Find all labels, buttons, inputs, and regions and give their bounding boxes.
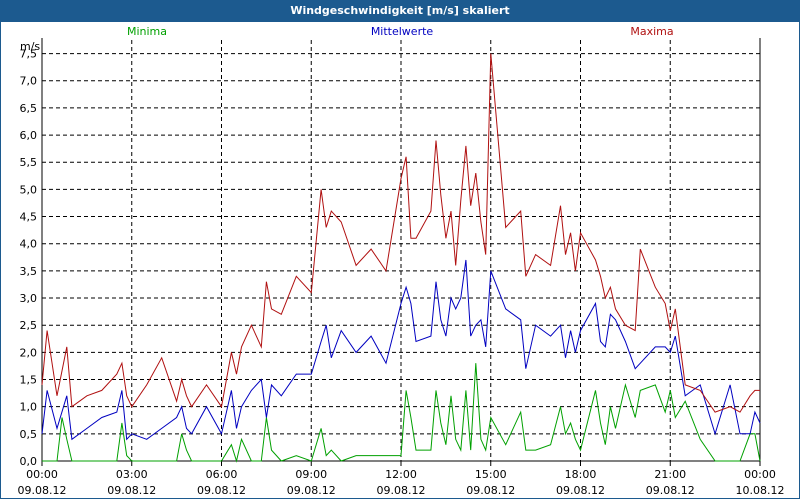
- y-tick-label: 1,0: [20, 401, 38, 414]
- y-tick-label: 3,0: [20, 292, 38, 305]
- x-tick-time: 06:00: [206, 468, 238, 481]
- x-tick-date: 09.08.12: [556, 484, 605, 497]
- y-axis-label: m/s: [20, 40, 40, 53]
- y-tick-label: 3,5: [20, 265, 38, 278]
- x-tick-date: 09.08.12: [466, 484, 515, 497]
- x-tick-date: 09.08.12: [107, 484, 156, 497]
- chart-title: Windgeschwindigkeit [m/s] skaliert: [0, 0, 800, 22]
- y-tick-label: 4,5: [20, 211, 38, 224]
- series-line-mittelwerte: [41, 259, 761, 441]
- x-tick-date: 09.08.12: [197, 484, 246, 497]
- y-tick-label: 0,5: [20, 428, 38, 441]
- y-tick-label: 7,0: [20, 75, 38, 88]
- grid-lines: [42, 40, 760, 461]
- y-tick-label: 5,5: [20, 156, 38, 169]
- y-tick-label: 2,5: [20, 319, 38, 332]
- series-line-minima: [42, 363, 761, 463]
- tick-labels: 0,0 0,5 1,0 1,5 2,0 2,5 3,0 3,5 4,0 4,5 5,0 5,5 6,0 6…: [18, 48, 785, 497]
- x-tick-date: 09.08.12: [646, 484, 695, 497]
- legend-maxima: Maxima: [630, 25, 673, 38]
- y-tick-label: 4,0: [20, 238, 38, 251]
- x-tick-time: 00:00: [26, 468, 58, 481]
- x-tick-date: 09.08.12: [377, 484, 426, 497]
- x-tick-time: 21:00: [654, 468, 686, 481]
- y-tick-label: 0,0: [20, 455, 38, 468]
- legend-mittelwerte: Mittelwerte: [371, 25, 434, 38]
- legend: Minima Mittelwerte Maxima: [127, 25, 674, 38]
- y-tick-label: 6,5: [20, 102, 38, 115]
- x-tick-time: 18:00: [565, 468, 597, 481]
- x-tick-time: 12:00: [385, 468, 417, 481]
- y-tick-label: 2,0: [20, 346, 38, 359]
- y-tick-label: 7,5: [20, 48, 38, 61]
- x-tick-time: 03:00: [116, 468, 148, 481]
- series-group: [41, 53, 761, 463]
- x-tick-date: 10.08.12: [736, 484, 785, 497]
- y-tick-label: 6,0: [20, 129, 38, 142]
- x-tick-date: 09.08.12: [18, 484, 67, 497]
- x-tick-time: 09:00: [295, 468, 327, 481]
- y-tick-label: 5,0: [20, 183, 38, 196]
- x-tick-date: 09.08.12: [287, 484, 336, 497]
- x-tick-time: 15:00: [475, 468, 507, 481]
- legend-minima: Minima: [127, 25, 167, 38]
- x-tick-time: 00:00: [744, 468, 776, 481]
- y-tick-label: 1,5: [20, 374, 38, 387]
- series-line-maxima: [41, 53, 760, 413]
